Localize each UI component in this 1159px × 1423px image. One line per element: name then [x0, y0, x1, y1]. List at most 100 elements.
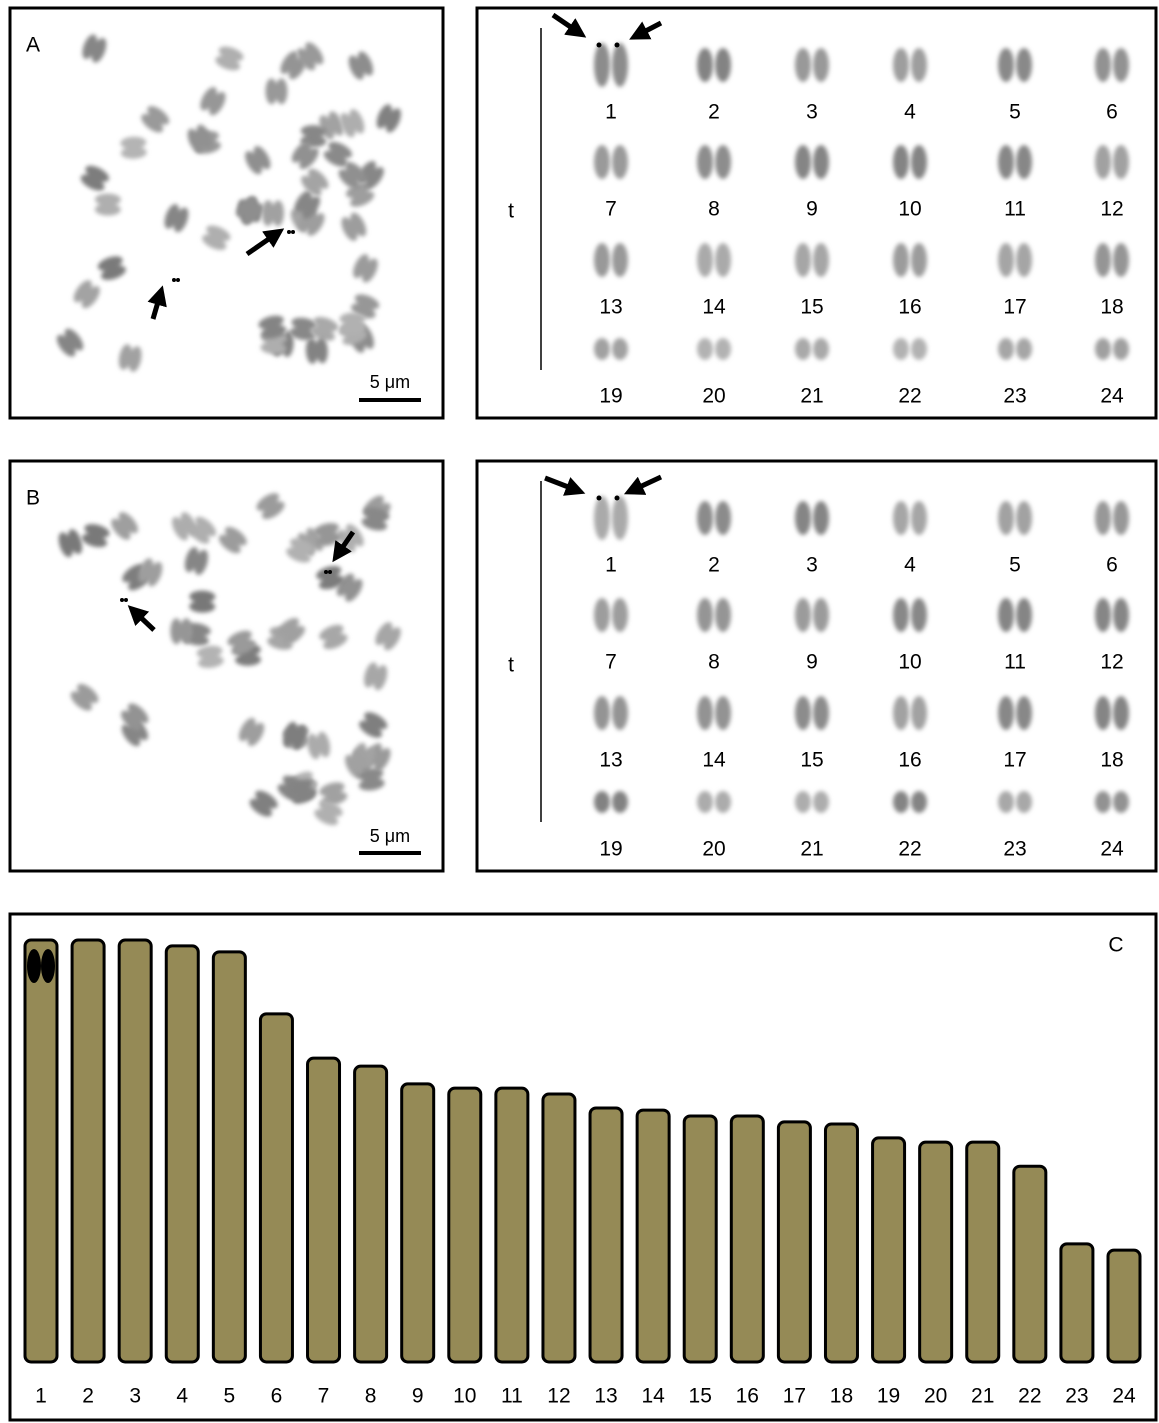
chromatid — [262, 200, 274, 226]
karyotype-chromatid — [813, 791, 829, 813]
x-tick-label: 20 — [924, 1385, 947, 1408]
karyotype-chromatid — [1113, 696, 1129, 730]
karyotype-chromatid — [594, 496, 610, 540]
chromosome — [67, 680, 101, 714]
chromosome-number: 4 — [904, 554, 916, 577]
chromosome-bar — [590, 1108, 622, 1362]
scale-bar-label: 5 μm — [370, 826, 410, 846]
chromosome-number: 16 — [898, 749, 921, 772]
page: A B 5 μm 5 μm t t C 12345678910111213141… — [0, 0, 1159, 1423]
chromosome-bar — [731, 1116, 763, 1362]
karyotype-chromatid — [998, 791, 1014, 813]
chromosome — [254, 490, 288, 523]
x-tick-label: 3 — [129, 1385, 141, 1408]
chromosome-number: 22 — [898, 838, 921, 861]
karyotype-chromatid — [594, 696, 610, 730]
chromosome-bar — [873, 1138, 905, 1362]
karyotype-chromatid — [612, 43, 628, 87]
chromatid — [170, 618, 182, 644]
chromatid — [265, 78, 277, 104]
signal — [172, 278, 176, 282]
chromosome — [196, 644, 225, 669]
karyotype-chromatid — [697, 501, 713, 535]
x-tick-label: 15 — [689, 1385, 712, 1408]
x-tick-label: 2 — [82, 1385, 94, 1408]
karyotype-chromatid — [697, 243, 713, 277]
x-tick-label: 19 — [877, 1385, 900, 1408]
chromosome-number: 20 — [702, 838, 725, 861]
chromosome-number: 16 — [898, 296, 921, 319]
chromatid — [120, 136, 147, 149]
karyotype-chromatid — [911, 501, 927, 535]
chromatid — [305, 338, 318, 365]
karyotype-chromatid — [998, 696, 1014, 730]
x-tick-label: 7 — [318, 1385, 330, 1408]
signal — [597, 496, 602, 501]
chromosome-number: 3 — [806, 101, 818, 124]
karyotype-chromatid — [1016, 696, 1032, 730]
chromosome-number: 14 — [702, 749, 726, 772]
karyotype-chromatid — [1095, 696, 1111, 730]
karyotype-chromatid — [813, 48, 829, 82]
chromatid — [95, 203, 121, 215]
karyotype-chromatid — [1016, 243, 1032, 277]
karyotype-chromatid — [1095, 338, 1111, 360]
chromosome-number: 2 — [708, 554, 720, 577]
chromosome-number: 7 — [605, 198, 617, 221]
karyotype-chromatid — [893, 598, 909, 632]
chromosome-number: 1 — [605, 554, 617, 577]
karyotype-chromatid — [594, 243, 610, 277]
x-tick-label: 24 — [1112, 1385, 1136, 1408]
chromosome — [236, 715, 268, 748]
chromosome-number: 18 — [1100, 296, 1123, 319]
karyotype-chromatid — [911, 696, 927, 730]
chromosome-number: 9 — [806, 651, 818, 674]
chromosome-bar — [166, 946, 198, 1362]
chromosome-bar — [825, 1124, 857, 1362]
karyotype-chromatid — [697, 696, 713, 730]
figure: A B 5 μm 5 μm t t C 12345678910111213141… — [0, 0, 1159, 1423]
signal — [287, 230, 291, 234]
chromosome-number: 4 — [904, 101, 916, 124]
karyotype-chromatid — [911, 338, 927, 360]
chromosome-number: 7 — [605, 651, 617, 674]
chromosome-number: 12 — [1100, 651, 1123, 674]
x-tick-label: 14 — [641, 1385, 665, 1408]
karyotype-chromatid — [594, 791, 610, 813]
chromosome-number: 21 — [800, 838, 823, 861]
scale-bar-label: 5 μm — [370, 372, 410, 392]
karyotype-chromatid — [715, 501, 731, 535]
chromosome — [247, 787, 281, 820]
chromosome — [305, 731, 332, 761]
karyotype-chromatid — [813, 243, 829, 277]
chromosome-number: 11 — [1004, 198, 1026, 221]
karyotype-chromatid — [1095, 791, 1111, 813]
x-tick-label: 1 — [35, 1385, 47, 1408]
chromosome — [70, 277, 103, 311]
karyotype-chromatid — [998, 501, 1014, 535]
karyotype-chromatid — [612, 145, 628, 179]
signal — [120, 598, 124, 602]
chromosome-bar — [496, 1088, 528, 1362]
chromosome-number: 19 — [599, 385, 622, 408]
chromosome — [162, 202, 192, 234]
karyotype-chromatid — [893, 145, 909, 179]
karyotype-chromatid — [1113, 145, 1129, 179]
chromosome-number: 20 — [702, 385, 725, 408]
signal — [615, 496, 620, 501]
chromosome-bar — [1014, 1166, 1046, 1362]
chromosome — [117, 343, 144, 373]
karyotype-chromatid — [893, 791, 909, 813]
karyotype-chromatid — [612, 791, 628, 813]
chromosome — [189, 590, 215, 612]
signal — [291, 230, 295, 234]
karyotype-chromatid — [1016, 48, 1032, 82]
karyotype-chromatid — [612, 243, 628, 277]
chromosome — [346, 49, 377, 82]
karyotype-chromatid — [1095, 598, 1111, 632]
karyotype-chromatid — [715, 243, 731, 277]
karyotype-chromatid — [998, 338, 1014, 360]
panel-label: C — [1108, 934, 1123, 957]
karyotype-chromatid — [795, 501, 811, 535]
karyotype-chromatid — [715, 696, 731, 730]
